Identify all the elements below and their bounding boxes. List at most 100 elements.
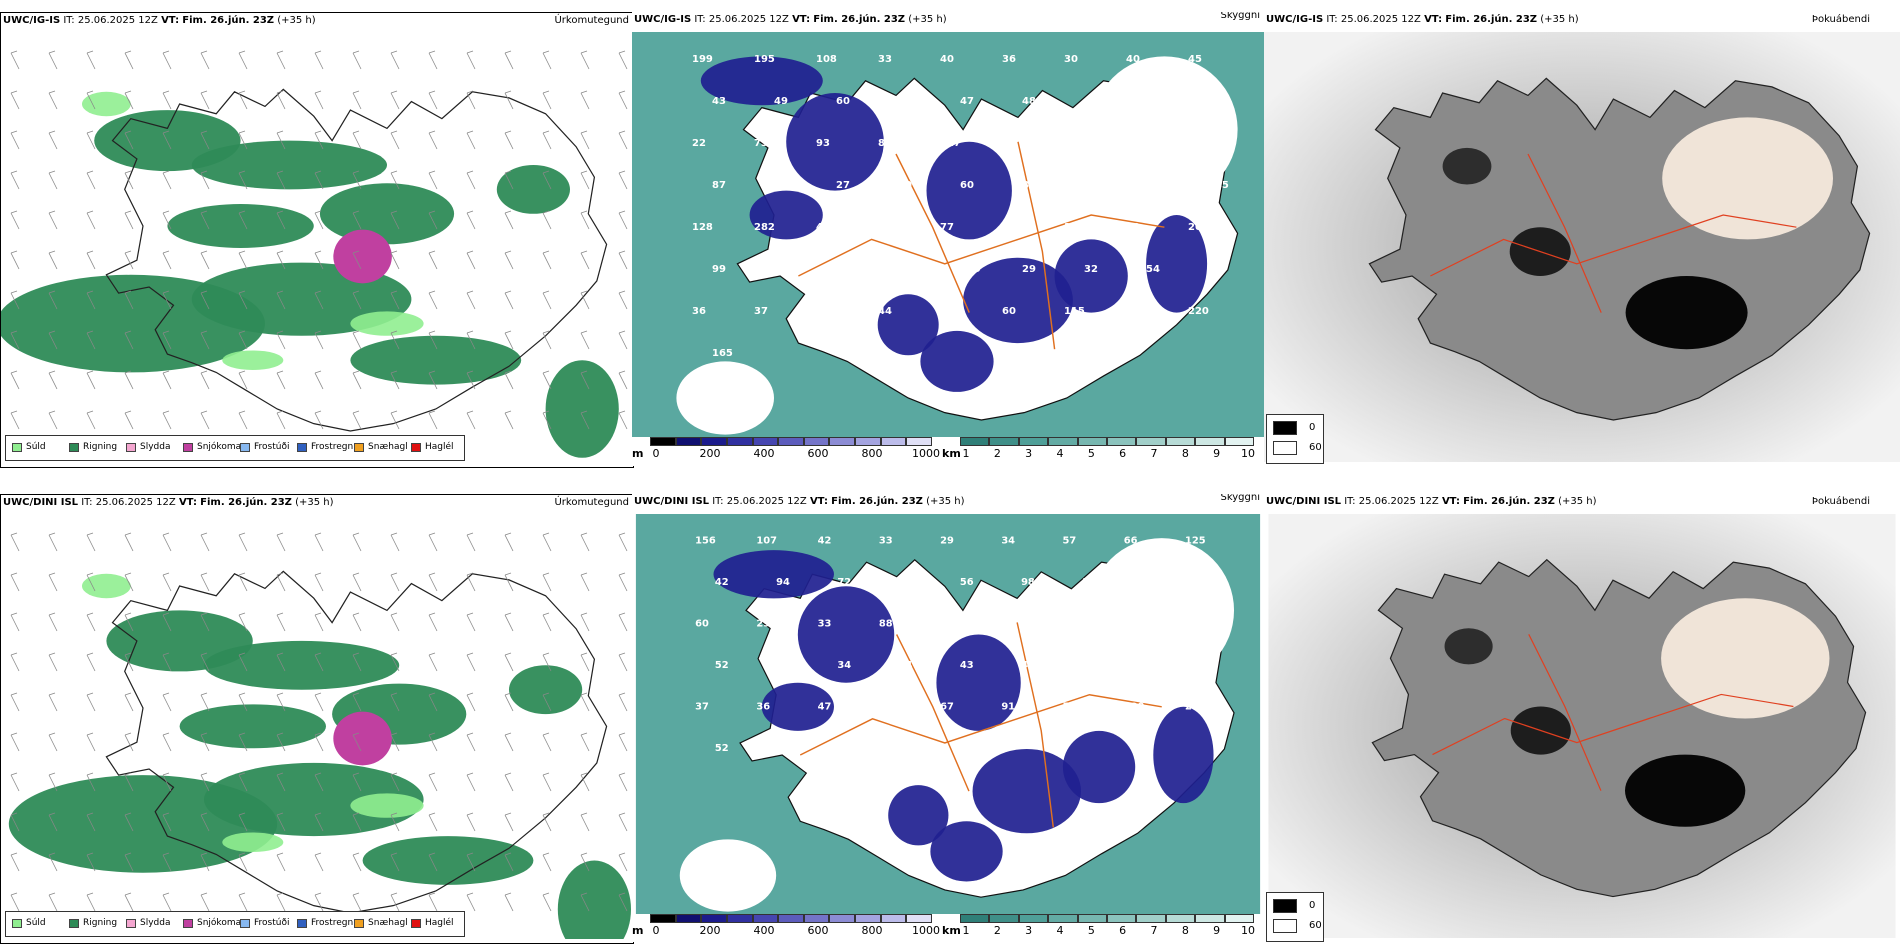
- ceiling-label: 35: [1064, 222, 1078, 233]
- legend-swatch: [183, 442, 193, 452]
- colorbar-tick: 400: [753, 447, 775, 460]
- colorbar-segment: [960, 914, 990, 923]
- legend-swatch: [69, 442, 79, 452]
- colorbar-tick: 1000: [912, 924, 940, 937]
- colorbar-segment: [650, 437, 676, 446]
- colorbar-tick: 4: [1056, 924, 1064, 937]
- fog-legend: 0 60: [1266, 414, 1324, 464]
- legend-swatch: [12, 918, 22, 928]
- ceiling-label: 37: [754, 306, 768, 317]
- legend-item: Snæhagl: [354, 918, 408, 928]
- ceiling-label: 33: [816, 306, 830, 317]
- legend-swatch: [183, 918, 193, 928]
- visibility-colorbar: km 1 2 3 4 5 6 7 8 9 10: [942, 914, 1260, 940]
- ceiling-label: 94: [776, 577, 790, 588]
- legend-item: Snjókoma: [183, 442, 241, 452]
- colorbar-segment: [1195, 914, 1225, 923]
- ceiling-label: 48: [1022, 96, 1036, 107]
- fog-label: 60: [1309, 442, 1322, 453]
- colorbar-tick: 6: [1119, 447, 1127, 460]
- colorbar-tick: 5: [1087, 447, 1095, 460]
- cloud-map[interactable]: 156 107 42 33 29 34 57 66 125 42 94 72 70 56 98 34 36 32 6…: [632, 514, 1264, 914]
- ceiling-label: 214: [1185, 702, 1206, 713]
- colorbar-segment: [989, 437, 1019, 446]
- colorbar-unit: km: [942, 924, 961, 937]
- colorbar-segment: [829, 437, 856, 446]
- legend-item: Haglél: [411, 442, 454, 452]
- ceiling-label: 32: [1084, 264, 1098, 275]
- ceiling-label: 564: [1063, 702, 1084, 713]
- colorbar-unit: m: [632, 447, 644, 460]
- colorbar-segment: [701, 437, 727, 446]
- ceiling-label: 38: [1208, 96, 1222, 107]
- ceiling-label: 34: [899, 660, 913, 671]
- ceiling-label: 46: [940, 306, 954, 317]
- ceiling-label: 282: [754, 222, 775, 233]
- ceiling-label: 85: [1146, 180, 1160, 191]
- ceiling-label: 30: [898, 264, 912, 275]
- ceiling-label: 40: [1126, 54, 1140, 65]
- ceiling-label: 72: [837, 577, 851, 588]
- colorbar-tick: 4: [1056, 447, 1064, 460]
- legend-item: Súld: [12, 918, 46, 928]
- fog-label: 60: [1309, 920, 1322, 931]
- legend-item: Frostregn: [297, 442, 353, 452]
- ceiling-label: 73: [754, 138, 768, 149]
- cloud-panel-row1: UWC/IG-IS IT: 25.06.2025 12Z VT: Fim. 26…: [632, 12, 1264, 466]
- fog-map[interactable]: [1264, 32, 1900, 462]
- ceiling-label: 220: [1188, 306, 1209, 317]
- panel-header: UWC/IG-IS IT: 25.06.2025 12Z VT: Fim. 26…: [1266, 14, 1579, 25]
- ceiling-label: 128: [692, 222, 713, 233]
- field-name: Úrkomutegund: [554, 497, 629, 508]
- fog-legend: 0 60: [1266, 892, 1324, 942]
- field-name: Þokuábendi: [1811, 14, 1870, 25]
- colorbar-tick: 6: [1119, 924, 1127, 937]
- fog-label: 0: [1309, 900, 1316, 911]
- ceiling-label: 34: [1082, 577, 1096, 588]
- colorbar-tick: 1: [962, 447, 970, 460]
- cloud-map[interactable]: 199 195 108 33 40 36 30 40 45 43 49 60 56 47 48 43 45 38 2…: [632, 32, 1264, 437]
- field-name: Skyggni: [1220, 494, 1260, 503]
- ceiling-label: 29: [1022, 264, 1036, 275]
- legend-item: Haglél: [411, 918, 454, 928]
- ceiling-label: 57: [879, 702, 893, 713]
- ceiling-label: 165: [712, 348, 733, 359]
- ceiling-label: 44: [1002, 138, 1016, 149]
- precip-map[interactable]: [1, 515, 633, 939]
- legend-label: Frostúði: [254, 442, 290, 452]
- legend-item: Snæhagl: [354, 442, 408, 452]
- legend-swatch: [411, 918, 421, 928]
- legend-item: Frostúði: [240, 442, 289, 452]
- panel-header: UWC/IG-IS IT: 25.06.2025 12Z VT: Fim. 26…: [634, 14, 947, 25]
- colorbar-tick: 8: [1181, 924, 1189, 937]
- colorbar-tick: 7: [1150, 447, 1158, 460]
- colorbar-tick: 9: [1213, 924, 1221, 937]
- colorbar-segment: [1136, 437, 1166, 446]
- legend-item: Súld: [12, 442, 46, 452]
- legend-label: Frostregn: [311, 442, 354, 452]
- ceiling-label: 300: [1124, 702, 1145, 713]
- field-name: Þokuábendi: [1811, 496, 1870, 507]
- ceiling-label: 47: [960, 96, 974, 107]
- ceiling-label: 46: [1021, 660, 1035, 671]
- colorbar-segment: [1224, 437, 1254, 446]
- ceiling-label: 88: [879, 619, 893, 630]
- colorbar-segment: [1165, 914, 1196, 923]
- colorbar-segment: [880, 914, 907, 923]
- colorbar-tick: 10: [1241, 924, 1255, 937]
- ceiling-label: 40: [1082, 660, 1096, 671]
- precip-map[interactable]: [1, 33, 633, 463]
- legend-swatch: [297, 442, 307, 452]
- legend-label: Snæhagl: [368, 918, 408, 928]
- colorbar-tick: 10: [1241, 447, 1255, 460]
- ceiling-label: 156: [695, 536, 716, 547]
- fog-map[interactable]: [1264, 514, 1900, 938]
- ceiling-label: 545: [1208, 180, 1229, 191]
- ceiling-label: 60: [695, 619, 709, 630]
- colorbar-segment: [906, 437, 932, 446]
- precip-legend: Súld Rigning Slydda Snjókoma Frostúði Frostre…: [5, 911, 465, 937]
- colorbar-tick: 800: [861, 924, 883, 937]
- ceiling-label: 54: [1124, 619, 1138, 630]
- field-name: Skyggni: [1220, 12, 1260, 21]
- field-name: Úrkomutegund: [554, 15, 629, 26]
